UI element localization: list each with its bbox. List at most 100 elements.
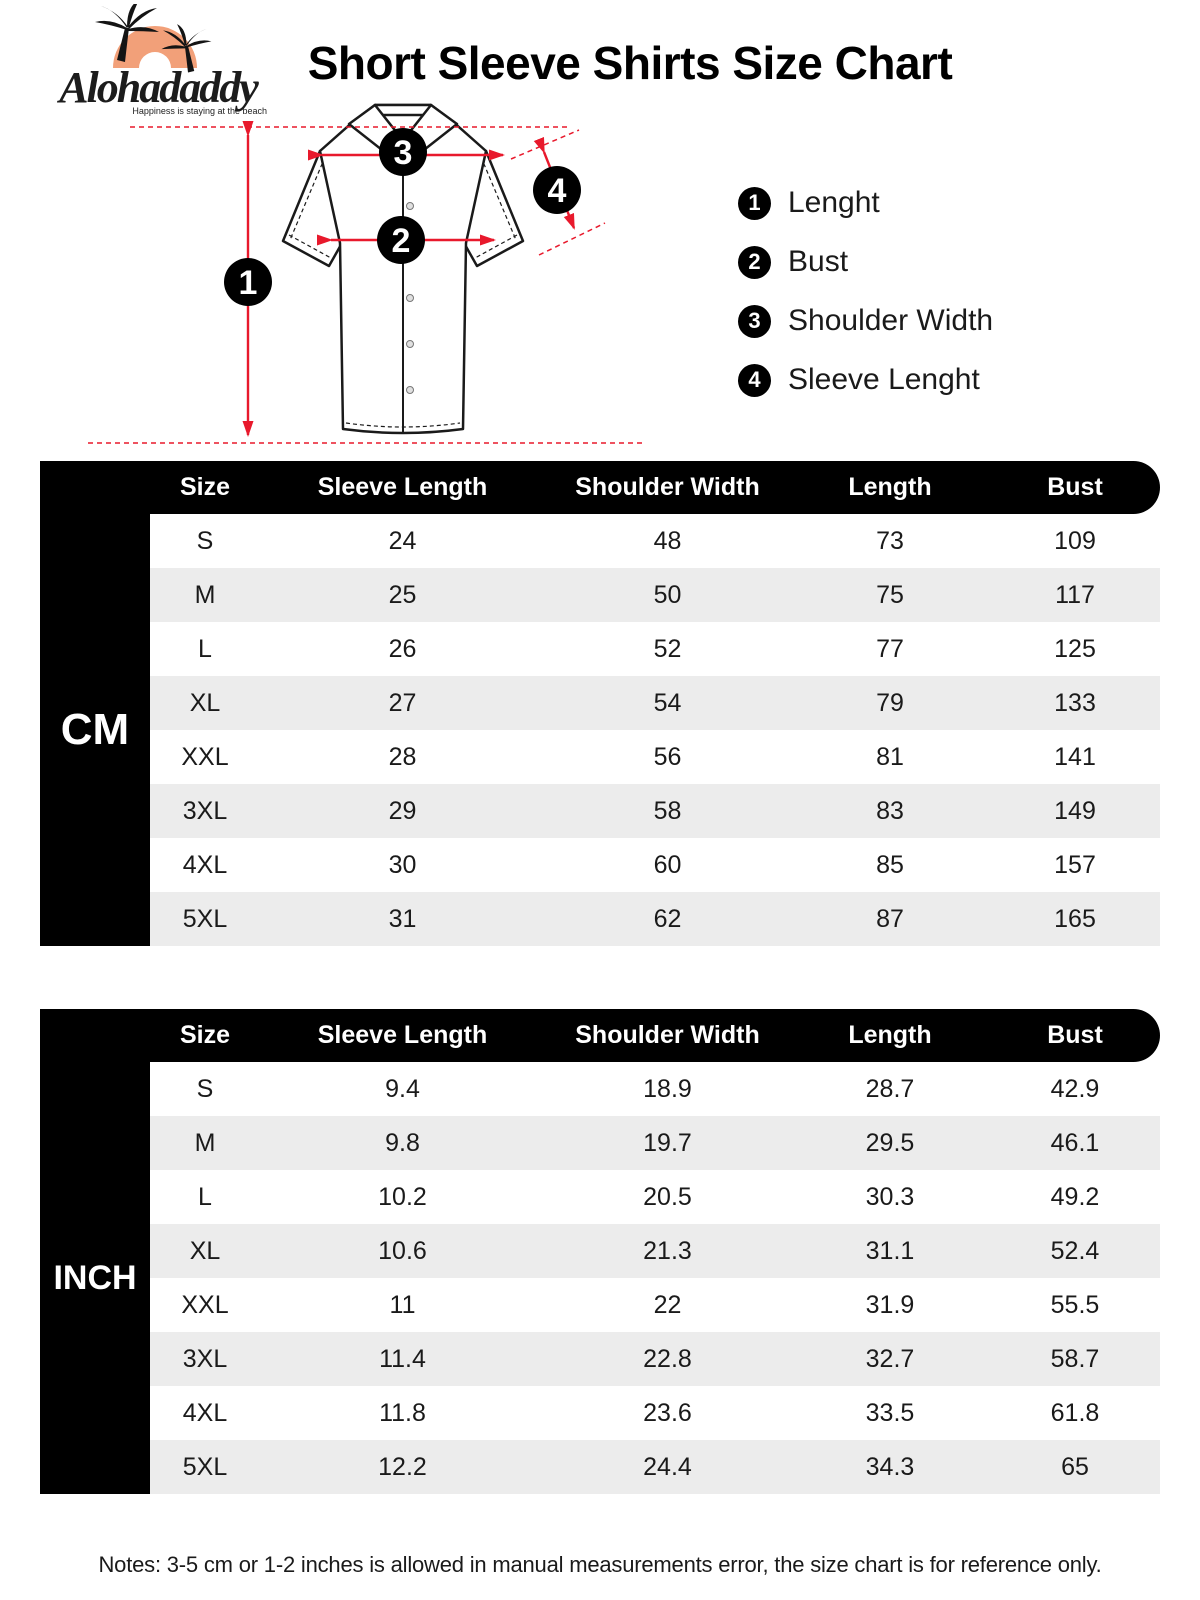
table-cell: 79 — [876, 688, 904, 717]
table-cell: L — [198, 1182, 212, 1211]
table-cell: 3XL — [182, 1344, 228, 1373]
table-cell: 73 — [876, 526, 904, 555]
table-row: XXL 11 22 31.9 55.5 — [150, 1278, 1160, 1332]
table-row: 5XL 12.2 24.4 34.3 65 — [150, 1440, 1160, 1494]
table-cell: 5XL — [182, 904, 228, 933]
table-row: 4XL 30 60 85 157 — [150, 838, 1160, 892]
measurement-legend: 1 Lenght 2 Bust 3 Shoulder Width 4 Sleev… — [738, 186, 993, 422]
table-cell: M — [194, 1128, 216, 1157]
table-row: XXL 28 56 81 141 — [150, 730, 1160, 784]
marker-2: 2 — [392, 222, 411, 260]
brand-tagline: Happiness is staying at the beach — [132, 106, 267, 116]
table-cell: 165 — [1054, 904, 1096, 933]
table-row: L 10.2 20.5 30.3 49.2 — [150, 1170, 1160, 1224]
legend-label: Lenght — [788, 186, 880, 219]
legend-bullet-4: 4 — [738, 363, 771, 397]
column-header: Shoulder Width — [575, 473, 760, 501]
legend-label: Sleeve Lenght — [788, 363, 980, 396]
table-cell: S — [196, 526, 214, 555]
column-header: Size — [179, 1021, 231, 1049]
table-cell: 10.6 — [378, 1236, 427, 1265]
table-body: INCH S 9.4 18.9 28.7 42.9 M 9.8 19.7 29.5 46.1 L 10… — [40, 1062, 1160, 1494]
table-cell: 85 — [876, 850, 904, 879]
table-cell: 4XL — [182, 1398, 228, 1427]
table-cell: 157 — [1054, 850, 1096, 879]
brand-name: Alohadaddy — [56, 63, 259, 112]
table-cell: 22.8 — [643, 1344, 692, 1373]
table-cell: 62 — [653, 904, 682, 933]
legend-bullet-3: 3 — [738, 304, 771, 338]
table-cell: 61.8 — [1050, 1398, 1100, 1427]
table-cell: 11.8 — [379, 1398, 426, 1427]
table-cell: 11.4 — [379, 1344, 426, 1373]
table-cell: 30 — [388, 850, 417, 879]
column-header: Sleeve Length — [317, 473, 488, 501]
brand-logo: Alohadaddy Happiness is staying at the b… — [25, 0, 275, 119]
size-table-cm: Size Sleeve Length Shoulder Width Length Bus… — [40, 461, 1160, 946]
table-cell: 149 — [1054, 796, 1096, 825]
table-cell: 10.2 — [378, 1182, 427, 1211]
table-row: S 24 48 73 109 — [150, 514, 1160, 568]
table-cell: 11 — [389, 1290, 416, 1319]
table-cell: 5XL — [182, 1452, 228, 1481]
table-cell: 31 — [388, 904, 417, 933]
table-cell: 18.9 — [643, 1074, 692, 1103]
palm-tree-left-icon — [95, 0, 159, 62]
table-cell: 81 — [876, 742, 904, 771]
table-cell: 46.1 — [1050, 1128, 1100, 1157]
sleeve-stitching — [288, 156, 518, 259]
table-cell: 49.2 — [1050, 1182, 1100, 1211]
table-cell: 52 — [653, 634, 682, 663]
table-cell: 141 — [1054, 742, 1096, 771]
column-header: Length — [848, 1021, 932, 1049]
table-row: 5XL 31 62 87 165 — [150, 892, 1160, 946]
table-cell: 58.7 — [1050, 1344, 1100, 1373]
table-cell: 12.2 — [378, 1452, 427, 1481]
table-cell: 27 — [388, 688, 417, 717]
legend-item-length: 1 Lenght — [738, 186, 993, 220]
table-row: M 25 50 75 117 — [150, 568, 1160, 622]
column-header: Bust — [1047, 473, 1103, 501]
size-table-inch: Size Sleeve Length Shoulder Width Length Bus… — [40, 1009, 1160, 1494]
table-cell: 29 — [388, 796, 417, 825]
table-row: 4XL 11.8 23.6 33.5 61.8 — [150, 1386, 1160, 1440]
table-cell: 87 — [876, 904, 904, 933]
table-header-row: Size Sleeve Length Shoulder Width Length Bus… — [40, 461, 1160, 514]
table-cell: XL — [189, 688, 221, 717]
table-cell: 20.5 — [643, 1182, 692, 1211]
table-cell: 34.3 — [865, 1452, 915, 1481]
page-title: Short Sleeve Shirts Size Chart — [307, 37, 953, 89]
legend-item-shoulder-width: 3 Shoulder Width — [738, 304, 993, 338]
table-cell: 26 — [388, 634, 417, 663]
measurement-guides — [88, 121, 642, 444]
table-row: XL 27 54 79 133 — [150, 676, 1160, 730]
palm-tree-right-icon — [161, 24, 212, 73]
table-cell: 23.6 — [643, 1398, 692, 1427]
marker-1: 1 — [239, 264, 258, 302]
palm-sunset-icon: Alohadaddy Happiness is staying at the b… — [56, 0, 267, 116]
table-row: XL 10.6 21.3 31.1 52.4 — [150, 1224, 1160, 1278]
table-cell: 33.5 — [865, 1398, 915, 1427]
footer-note: Notes: 3-5 cm or 1-2 inches is allowed i… — [98, 1552, 1102, 1577]
marker-3: 3 — [394, 134, 413, 172]
table-cell: 31.9 — [865, 1290, 915, 1319]
table-cell: 29.5 — [865, 1128, 915, 1157]
table-cell: 125 — [1054, 634, 1096, 663]
table-cell: 9.4 — [385, 1074, 420, 1103]
table-cell: 58 — [653, 796, 682, 825]
legend-bullet-1: 1 — [738, 186, 771, 220]
legend-item-bust: 2 Bust — [738, 245, 993, 279]
table-cell: 28.7 — [865, 1074, 915, 1103]
table-cell: S — [196, 1074, 214, 1103]
table-cell: 3XL — [182, 796, 228, 825]
table-cell: M — [194, 580, 216, 609]
table-cell: 60 — [653, 850, 682, 879]
table-cell: 24.4 — [643, 1452, 692, 1481]
table-row: 3XL 11.4 22.8 32.7 58.7 — [150, 1332, 1160, 1386]
table-cell: 55.5 — [1050, 1290, 1100, 1319]
table-cell: 24 — [388, 526, 417, 555]
table-cell: 19.7 — [643, 1128, 692, 1157]
table-cell: XXL — [181, 1290, 229, 1319]
table-cell: XXL — [181, 742, 229, 771]
table-cell: 25 — [388, 580, 417, 609]
